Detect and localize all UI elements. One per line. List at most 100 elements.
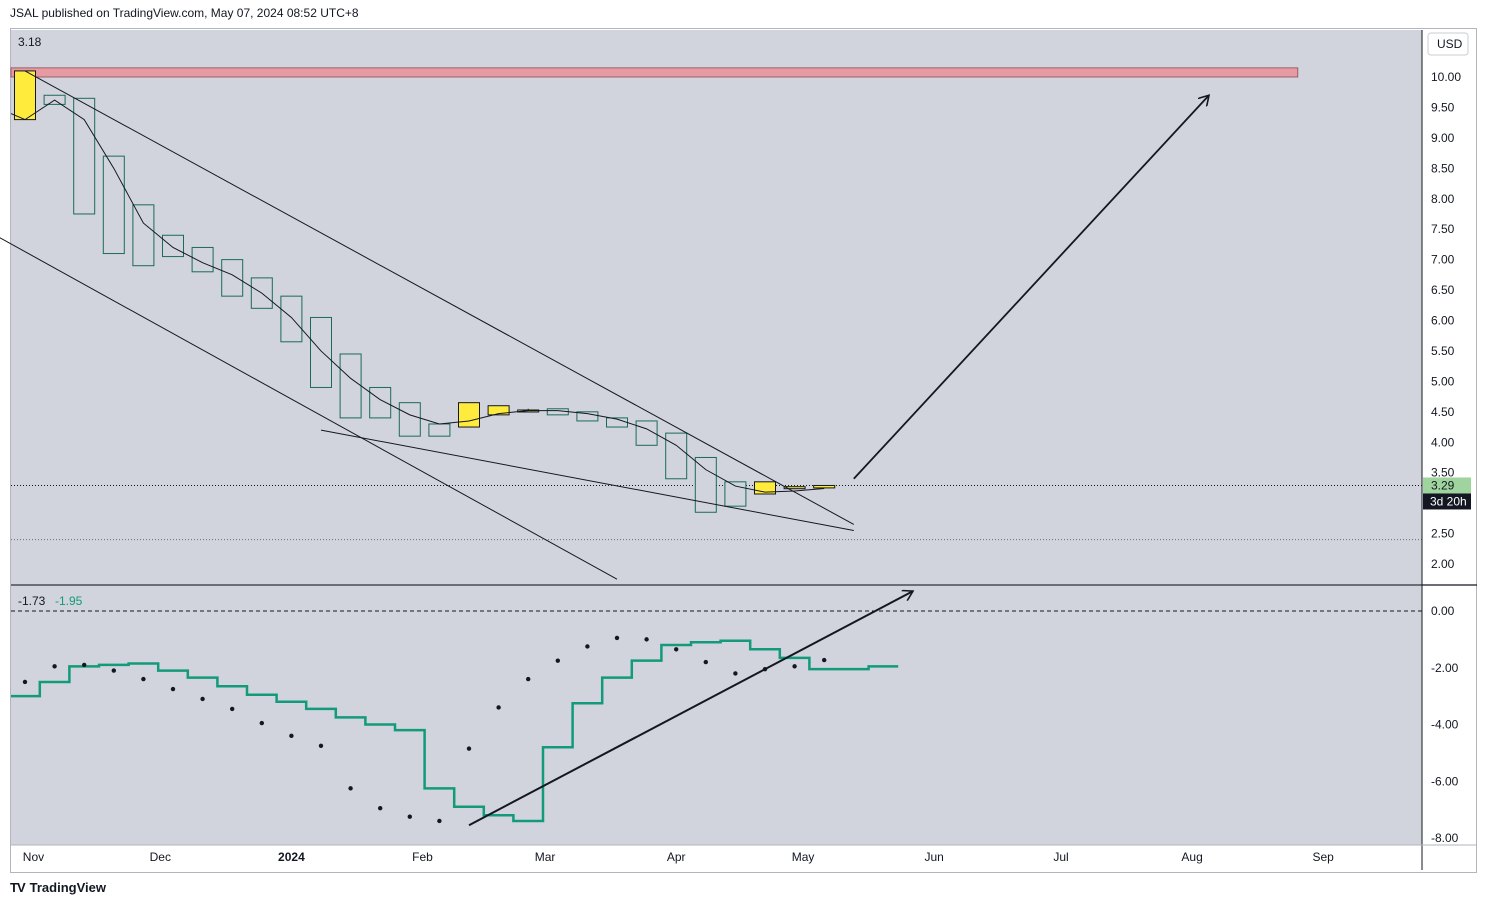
oscillator-dot	[526, 676, 531, 682]
time-axis-tick: Dec	[150, 850, 171, 864]
bear-candle[interactable]	[73, 97, 96, 215]
last-price-value: 3.29	[1431, 478, 1455, 492]
bear-candle[interactable]	[369, 386, 392, 419]
bear-candle[interactable]	[102, 155, 125, 255]
price-axis-tick: 6.00	[1431, 314, 1455, 328]
oscillator-dot	[318, 743, 324, 748]
price-axis-tick: 6.50	[1431, 283, 1455, 297]
price-axis-tick: 10.00	[1431, 70, 1461, 84]
oscillator-dot	[585, 644, 590, 649]
price-axis-tick: 7.50	[1431, 222, 1455, 236]
bear-candle[interactable]	[162, 234, 184, 258]
price-axis-tick: 2.50	[1431, 527, 1455, 541]
price-axis-tick: 2.00	[1431, 557, 1455, 571]
time-axis-tick: May	[792, 850, 815, 864]
countdown-badge	[1423, 493, 1471, 510]
oscillator-dot	[822, 657, 827, 663]
axes: 10.00 9.50 9.00 8.50 8.00 7.50 7.00 6.50 6.00 5.5…	[11, 30, 1477, 870]
time-axis-tick: Apr	[667, 850, 686, 864]
oscillator-dot	[466, 746, 472, 751]
trendline[interactable]	[0, 235, 618, 580]
oscillator-dot	[111, 668, 117, 673]
oscillator-step-line[interactable]	[11, 639, 899, 823]
trendline[interactable]	[320, 429, 854, 532]
bear-candle[interactable]	[576, 411, 599, 422]
time-axis-tick: Sep	[1312, 850, 1334, 864]
oscillator-dot	[614, 635, 620, 641]
oscillator-dot	[792, 664, 797, 669]
price-axis-tick: 9.00	[1431, 131, 1455, 145]
price-pane[interactable]: 3.18	[0, 30, 1477, 586]
projection-arrow[interactable]	[853, 95, 1209, 480]
published-info: JSAL published on TradingView.com, May 0…	[10, 6, 359, 20]
resistance-zone[interactable]	[10, 67, 1299, 78]
oscillator-dot	[555, 658, 560, 663]
oscillator-dot	[348, 786, 353, 791]
bear-candle[interactable]	[339, 353, 362, 419]
bear-candle[interactable]	[221, 259, 244, 297]
oscillator-dot	[52, 664, 57, 669]
bear-candle[interactable]	[665, 432, 688, 480]
bull-candle[interactable]	[813, 484, 836, 489]
time-axis-tick: Mar	[535, 850, 556, 864]
oscillator-dot	[230, 706, 235, 712]
price-axis-tick: 8.00	[1431, 192, 1455, 206]
oscillator-dot	[289, 733, 294, 739]
price-axis-tick: 5.50	[1431, 344, 1455, 358]
oscillator-legend-value: -1.95	[55, 594, 83, 608]
oscillator-axis-tick: -4.00	[1431, 718, 1459, 732]
oscillator-dot	[22, 679, 28, 685]
bear-candle[interactable]	[132, 204, 155, 267]
oscillator-dot	[200, 696, 205, 702]
bull-candle[interactable]	[14, 70, 36, 121]
oscillator-axis-tick: -6.00	[1431, 774, 1459, 788]
time-axis-tick: Nov	[23, 850, 44, 864]
oscillator-dot	[259, 720, 264, 726]
footer: TV TradingView	[10, 880, 106, 895]
bull-candle[interactable]	[458, 402, 480, 428]
bear-candle[interactable]	[694, 456, 717, 513]
bear-candle[interactable]	[191, 246, 214, 273]
oscillator-dot	[82, 662, 87, 668]
oscillator-dot	[170, 686, 176, 692]
price-axis-tick: 7.00	[1431, 253, 1455, 267]
oscillator-axis-tick: -8.00	[1431, 831, 1459, 845]
bull-candle[interactable]	[783, 486, 806, 490]
oscillator-dot	[407, 814, 412, 819]
oscillator-dot	[378, 806, 383, 811]
oscillator-dot	[674, 647, 679, 652]
countdown-value: 3d 20h	[1430, 494, 1467, 508]
time-axis-tick: 2024	[278, 850, 305, 864]
bear-candle[interactable]	[398, 402, 421, 437]
price-axis-tick: 3.50	[1431, 466, 1455, 480]
bear-candle[interactable]	[280, 295, 303, 343]
oscillator-pane-background	[11, 586, 1422, 845]
oscillator-dot	[496, 705, 501, 710]
oscillator-dot	[644, 637, 649, 642]
price-axis-tick: 8.50	[1431, 161, 1455, 175]
oscillator-arrow[interactable]	[468, 591, 913, 827]
bull-candle[interactable]	[487, 405, 510, 416]
brand-label: TradingView	[29, 880, 106, 895]
oscillator-axis-tick: 0.00	[1431, 604, 1455, 618]
price-axis-tick: 5.00	[1431, 374, 1455, 388]
currency-button[interactable]	[1427, 32, 1469, 56]
bear-candle[interactable]	[428, 423, 451, 437]
oscillator-axis-tick: -2.00	[1431, 661, 1459, 675]
oscillator-dot	[141, 676, 146, 682]
time-axis-tick: Aug	[1181, 850, 1202, 864]
oscillator-legend-value: -1.73	[18, 594, 46, 608]
bear-candle[interactable]	[310, 316, 332, 388]
trendline[interactable]	[24, 70, 855, 525]
price-axis-tick: 4.00	[1431, 435, 1455, 449]
tradingview-logo-icon: TV	[10, 880, 26, 895]
time-axis-tick: Jun	[924, 850, 943, 864]
oscillator-pane[interactable]: -1.73 -1.95	[11, 586, 1422, 845]
time-axis-tick: Jul	[1053, 850, 1068, 864]
scale-label: 3.18	[18, 35, 42, 49]
last-price-badge	[1423, 477, 1471, 494]
bear-candle[interactable]	[724, 481, 747, 507]
currency-label[interactable]: USD	[1437, 37, 1463, 51]
price-axis-tick: 9.50	[1431, 100, 1455, 114]
